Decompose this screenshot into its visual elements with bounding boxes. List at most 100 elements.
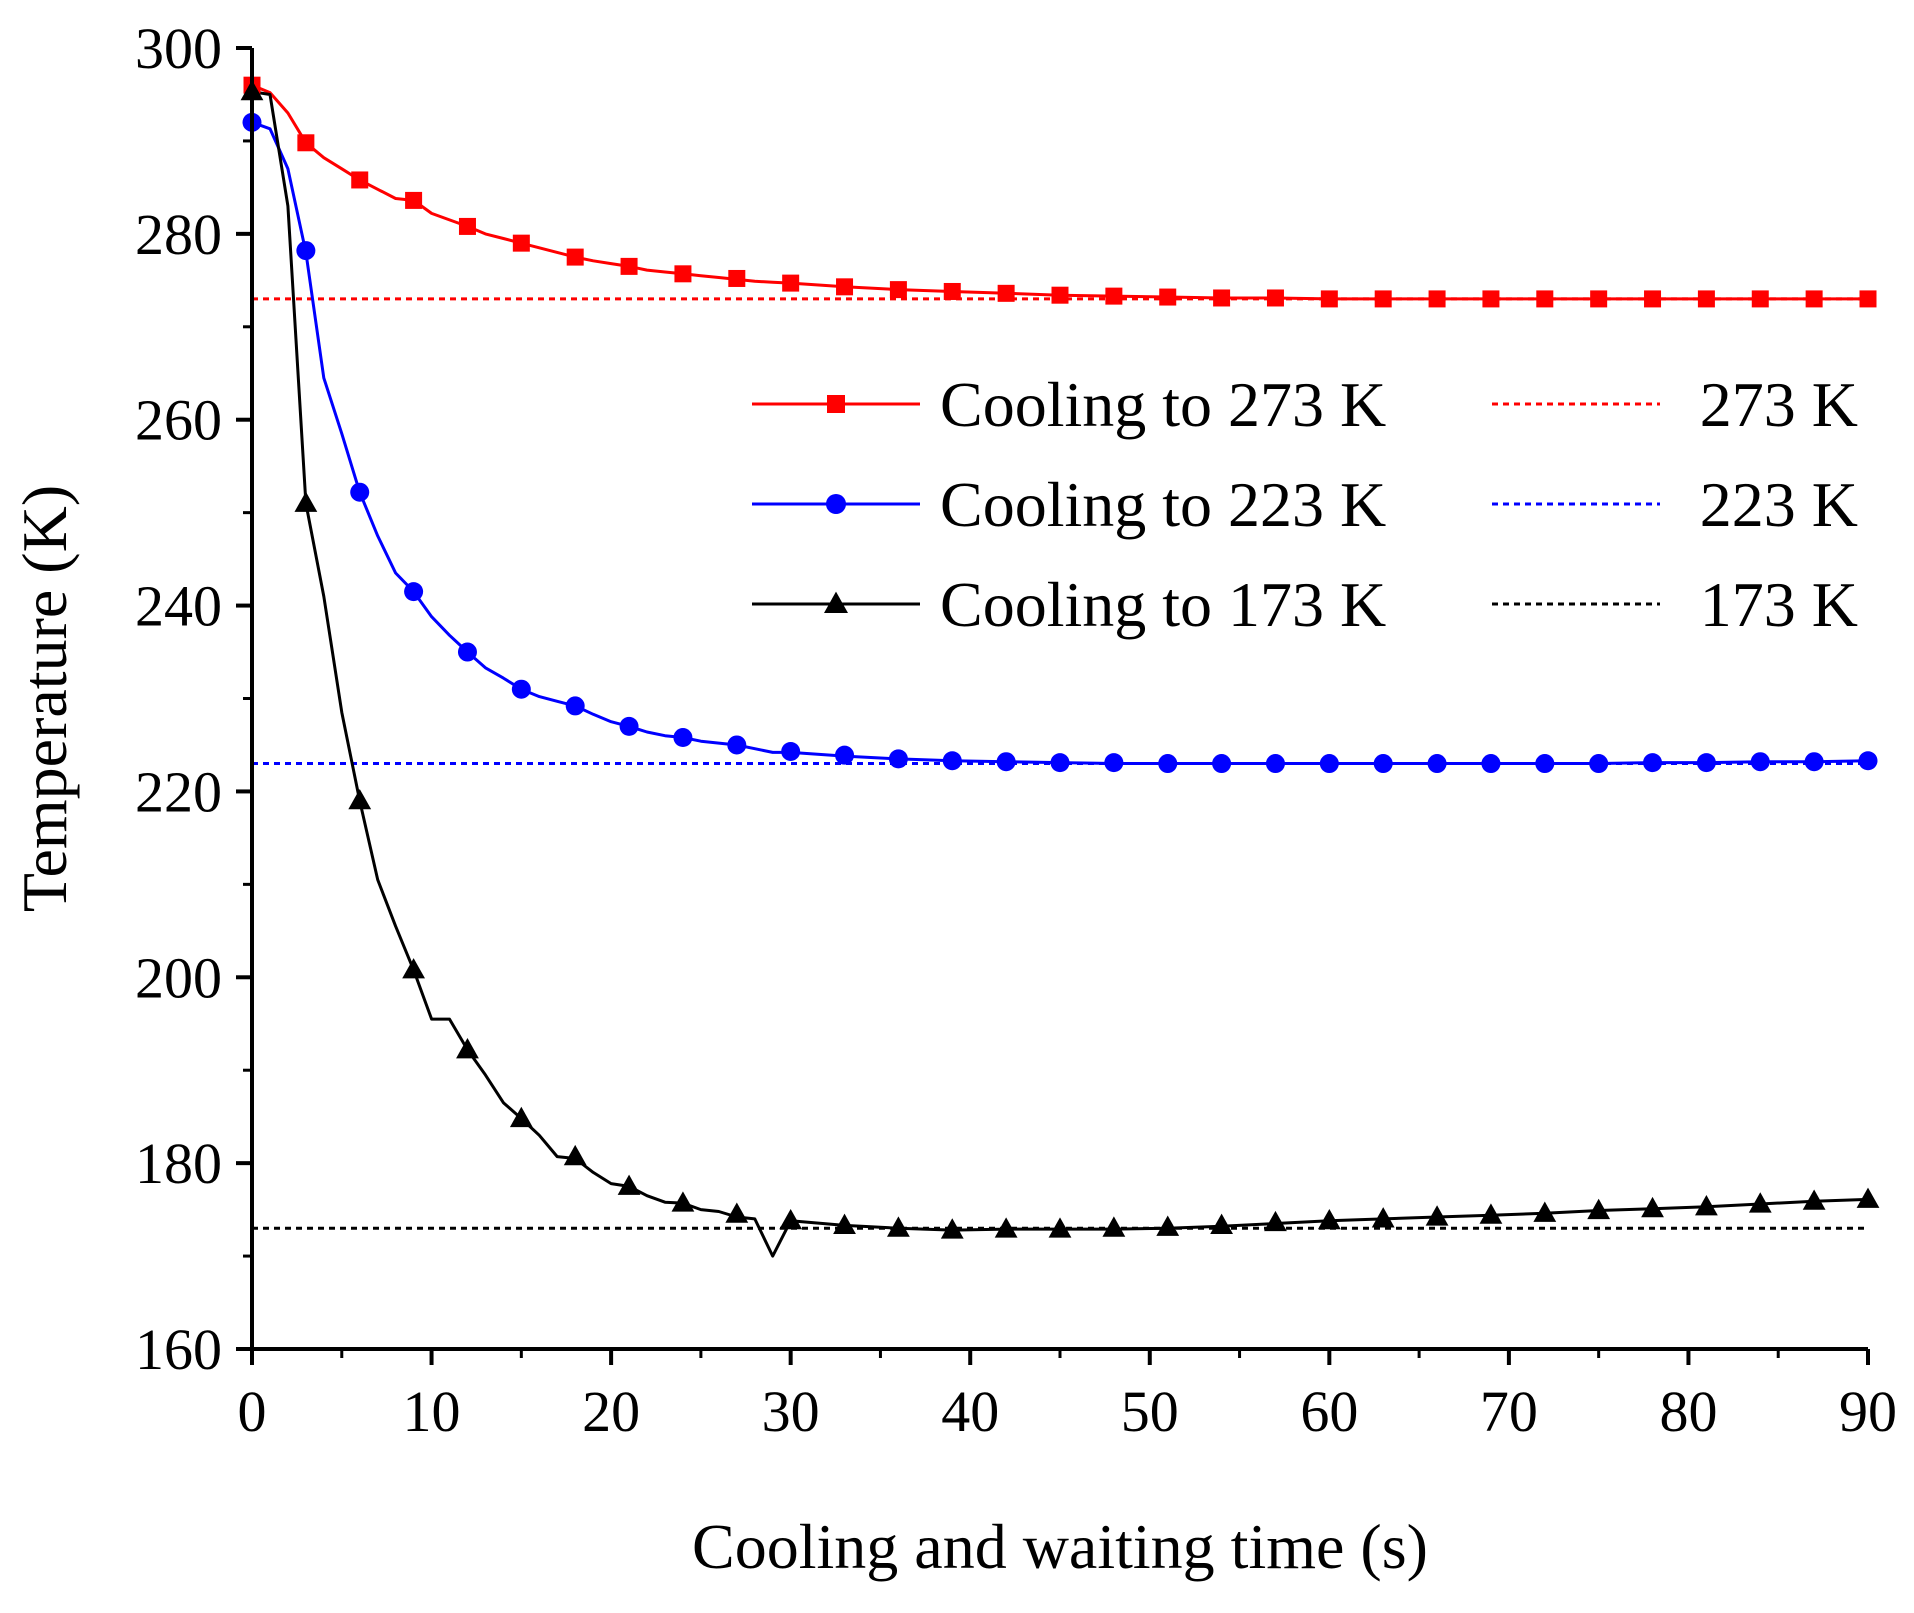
data-point-cooling-to-173-k	[1317, 1208, 1341, 1230]
data-point-cooling-to-173-k	[1479, 1203, 1503, 1224]
data-point-cooling-to-223-k	[1481, 754, 1501, 774]
data-point-cooling-to-173-k	[1156, 1215, 1180, 1236]
data-point-cooling-to-223-k	[511, 679, 531, 699]
series-line-cooling-to-273-k	[251, 83, 1868, 301]
series-line-cooling-to-223-k	[251, 120, 1869, 765]
data-point-cooling-to-273-k	[1051, 286, 1069, 304]
x-tick-label: 10	[403, 1379, 461, 1444]
data-point-cooling-to-173-k	[671, 1191, 695, 1212]
data-point-cooling-to-223-k	[888, 749, 908, 769]
data-point-cooling-to-273-k	[782, 274, 800, 292]
data-point-cooling-to-173-k	[1048, 1217, 1072, 1238]
y-tick-label: 160	[135, 1317, 222, 1382]
data-point-cooling-to-223-k	[404, 582, 424, 602]
data-point-cooling-to-173-k	[509, 1106, 533, 1128]
data-point-cooling-to-223-k	[565, 696, 585, 716]
data-point-cooling-to-223-k	[350, 482, 370, 502]
data-point-cooling-to-223-k	[673, 728, 693, 748]
x-tick-label: 20	[582, 1379, 640, 1444]
data-point-cooling-to-173-k	[402, 958, 425, 979]
data-point-cooling-to-273-k	[1266, 289, 1284, 307]
data-point-cooling-to-223-k	[835, 745, 855, 765]
data-point-cooling-to-273-k	[620, 257, 638, 275]
data-point-cooling-to-223-k	[1535, 754, 1555, 774]
y-axis-title: Temperature (K)	[9, 485, 80, 912]
legend-label-cooling-to-223-k: Cooling to 223 K	[940, 469, 1386, 540]
y-tick-label: 260	[135, 388, 222, 453]
data-point-cooling-to-273-k	[458, 217, 476, 235]
data-point-cooling-to-223-k	[1319, 754, 1339, 774]
legend-label-ref-223-k: 223 K	[1700, 469, 1858, 540]
data-point-cooling-to-223-k	[942, 751, 962, 771]
legend-marker-cooling-to-273-k	[827, 395, 845, 413]
data-point-cooling-to-223-k	[1643, 753, 1663, 773]
y-tick-label: 300	[135, 16, 222, 81]
y-tick-label: 280	[135, 202, 222, 267]
data-point-cooling-to-173-k	[617, 1174, 641, 1195]
data-point-cooling-to-273-k	[1536, 290, 1554, 308]
data-point-cooling-to-223-k	[296, 241, 316, 261]
y-tick-label: 180	[135, 1131, 222, 1196]
data-point-cooling-to-223-k	[1104, 753, 1124, 773]
data-point-cooling-to-223-k	[1589, 754, 1609, 774]
data-point-cooling-to-173-k	[1264, 1210, 1287, 1232]
data-point-cooling-to-273-k	[1751, 290, 1769, 308]
data-point-cooling-to-173-k	[994, 1217, 1018, 1238]
data-point-cooling-to-173-k	[1695, 1195, 1718, 1216]
x-axis-title: Cooling and waiting time (s)	[692, 1511, 1428, 1582]
x-axis-ticks: 0 10 20 30 40 50 60 70 80 90	[238, 1349, 1897, 1444]
data-point-cooling-to-173-k	[725, 1202, 749, 1223]
data-point-cooling-to-223-k	[1427, 754, 1447, 774]
legend: Cooling to 273 K Cooling to 223 K Cooling …	[752, 369, 1858, 640]
data-point-cooling-to-273-k	[1428, 290, 1446, 308]
data-point-cooling-to-223-k	[1696, 753, 1716, 773]
data-point-cooling-to-273-k	[997, 284, 1015, 302]
y-tick-label: 200	[135, 945, 222, 1010]
data-point-cooling-to-273-k	[1805, 290, 1823, 308]
data-point-cooling-to-223-k	[1212, 754, 1232, 774]
data-point-cooling-to-223-k	[619, 716, 639, 736]
data-point-cooling-to-223-k	[1265, 754, 1285, 774]
series-line-cooling-to-173-k	[251, 90, 1869, 1258]
data-point-cooling-to-223-k	[1750, 752, 1770, 772]
data-point-cooling-to-173-k	[1587, 1198, 1611, 1220]
x-tick-label: 50	[1121, 1379, 1179, 1444]
data-point-cooling-to-223-k	[457, 642, 477, 662]
data-point-cooling-to-223-k	[1050, 753, 1070, 773]
x-tick-label: 0	[238, 1379, 267, 1444]
series-markers	[240, 76, 1880, 1239]
data-point-cooling-to-273-k	[1213, 289, 1231, 307]
legend-label-cooling-to-273-k: Cooling to 273 K	[940, 369, 1386, 440]
data-point-cooling-to-273-k	[836, 278, 854, 296]
data-point-cooling-to-273-k	[1482, 290, 1500, 308]
data-point-cooling-to-273-k	[1320, 290, 1338, 308]
data-point-cooling-to-173-k	[887, 1216, 910, 1237]
x-tick-label: 40	[941, 1379, 999, 1444]
data-point-cooling-to-273-k	[512, 234, 530, 252]
series-lines	[251, 83, 1869, 1258]
y-tick-label: 240	[135, 574, 222, 639]
data-point-cooling-to-273-k	[1590, 290, 1608, 308]
data-point-cooling-to-273-k	[566, 248, 584, 266]
data-point-cooling-to-173-k	[1102, 1216, 1126, 1237]
x-tick-label: 90	[1839, 1379, 1897, 1444]
data-point-cooling-to-273-k	[1374, 290, 1392, 308]
axes	[250, 48, 1868, 1351]
data-point-cooling-to-223-k	[1858, 751, 1878, 771]
data-point-cooling-to-173-k	[1641, 1196, 1664, 1218]
data-point-cooling-to-273-k	[728, 269, 746, 287]
data-point-cooling-to-273-k	[1644, 290, 1662, 308]
data-point-cooling-to-273-k	[1105, 287, 1123, 305]
data-point-cooling-to-273-k	[405, 191, 423, 209]
data-point-cooling-to-273-k	[1697, 290, 1715, 308]
legend-marker-cooling-to-223-k	[826, 494, 846, 514]
x-tick-label: 60	[1300, 1379, 1358, 1444]
data-point-cooling-to-173-k	[1533, 1201, 1557, 1222]
data-point-cooling-to-223-k	[727, 735, 747, 755]
data-point-cooling-to-173-k	[1371, 1207, 1395, 1228]
legend-label-ref-273-k: 273 K	[1700, 369, 1858, 440]
x-tick-label: 30	[762, 1379, 820, 1444]
data-point-cooling-to-173-k	[833, 1213, 856, 1234]
